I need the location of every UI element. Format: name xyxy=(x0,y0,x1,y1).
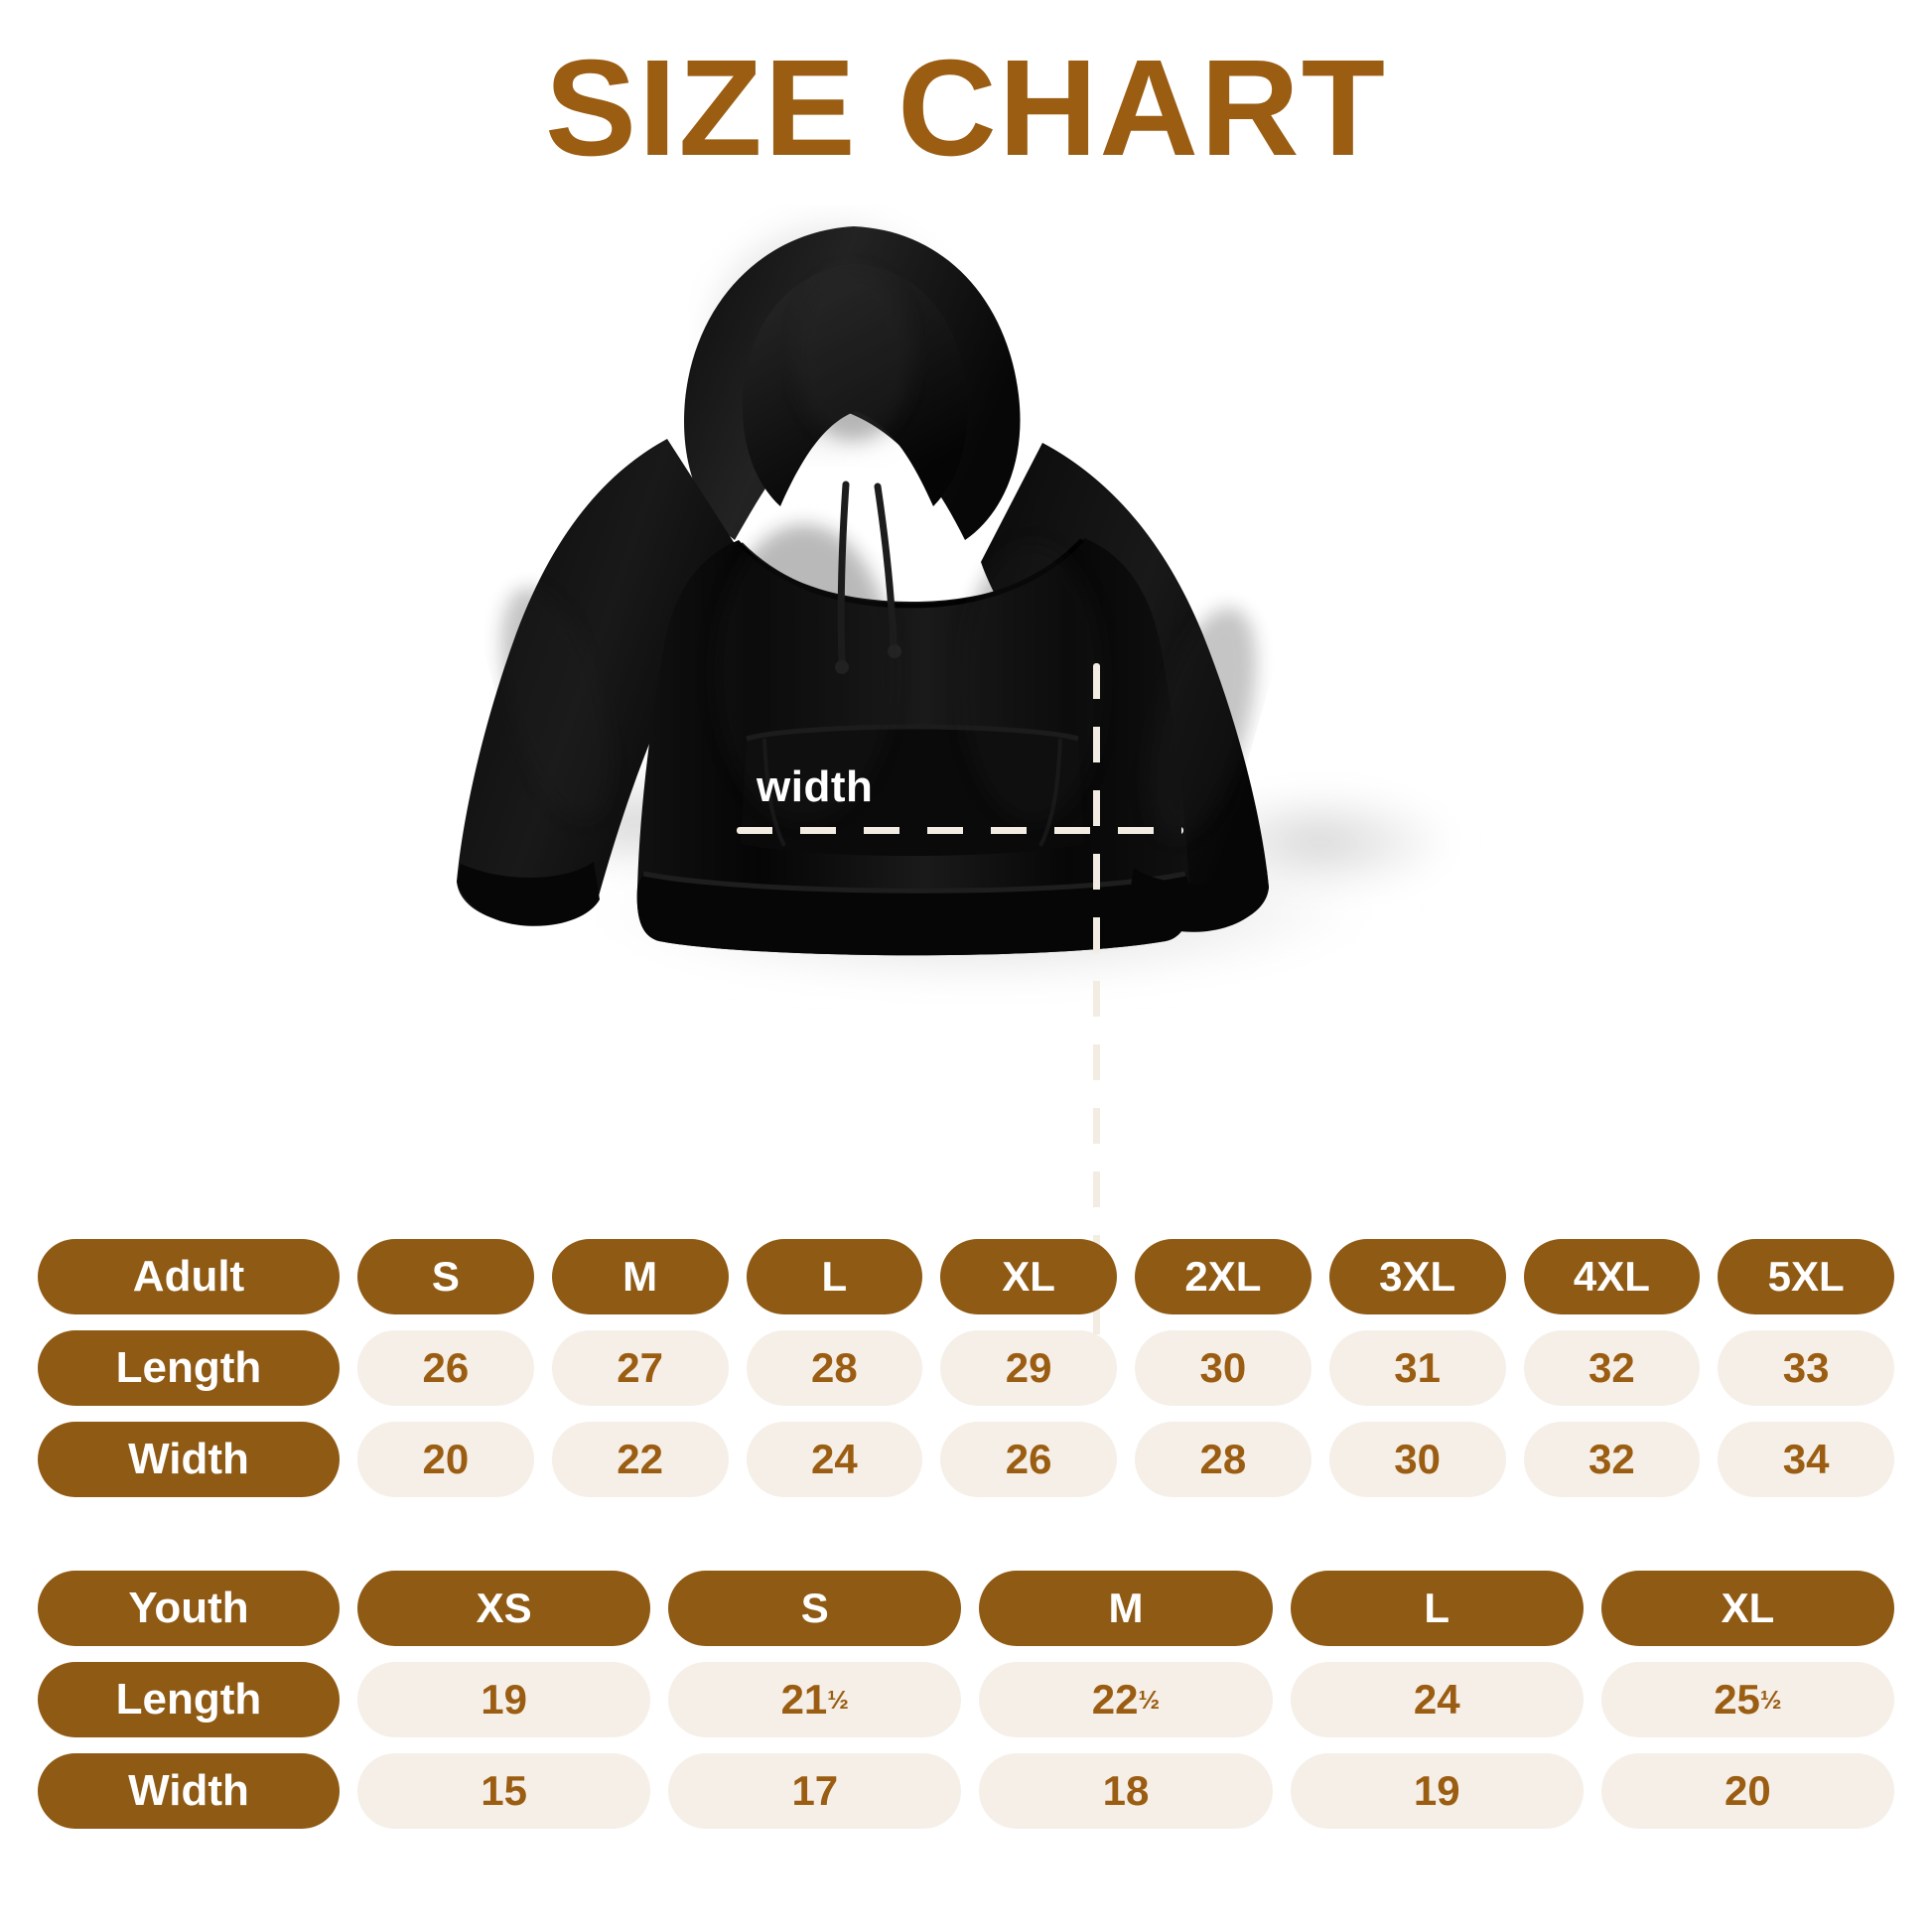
table-cell: 22 xyxy=(551,1422,729,1497)
hoodie-graphic xyxy=(457,226,1469,997)
adult-width-row: Width 20 22 24 26 28 30 32 34 xyxy=(38,1422,1894,1497)
youth-size-xs[interactable]: XS xyxy=(357,1571,651,1646)
adult-group-label: Adult xyxy=(38,1239,340,1314)
adult-size-m[interactable]: M xyxy=(551,1239,729,1314)
adult-size-l[interactable]: L xyxy=(746,1239,923,1314)
adult-size-table: Adult S M L XL 2XL 3XL 4XL 5XL Length 26… xyxy=(38,1239,1894,1497)
width-measure-label: width xyxy=(757,762,874,811)
table-cell: 24 xyxy=(746,1422,923,1497)
youth-size-s[interactable]: S xyxy=(668,1571,962,1646)
table-cell: 27 xyxy=(551,1330,729,1406)
adult-size-s[interactable]: S xyxy=(357,1239,534,1314)
adult-width-label: Width xyxy=(38,1422,340,1497)
table-cell: 19 xyxy=(1290,1753,1584,1829)
length-measure-line xyxy=(1093,663,1100,1348)
youth-length-label: Length xyxy=(38,1662,340,1737)
table-cell: 32 xyxy=(1523,1422,1701,1497)
table-cell: 22 ½ xyxy=(979,1662,1273,1737)
adult-size-xl[interactable]: XL xyxy=(940,1239,1117,1314)
youth-length-row: Length 19 21 ½ 22 ½ 24 25 ½ xyxy=(38,1662,1895,1737)
table-cell: 29 xyxy=(940,1330,1117,1406)
youth-width-row: Width 15 17 18 19 20 xyxy=(38,1753,1895,1829)
size-tables: Adult S M L XL 2XL 3XL 4XL 5XL Length 26… xyxy=(0,1239,1932,1829)
table-cell: 25 ½ xyxy=(1600,1662,1895,1737)
adult-size-4xl[interactable]: 4XL xyxy=(1523,1239,1701,1314)
youth-header-row: Youth XS S M L XL xyxy=(38,1571,1895,1646)
table-cell: 28 xyxy=(1135,1422,1311,1497)
youth-size-xl[interactable]: XL xyxy=(1600,1571,1895,1646)
table-cell: 20 xyxy=(357,1422,534,1497)
table-cell: 32 xyxy=(1523,1330,1701,1406)
adult-size-5xl[interactable]: 5XL xyxy=(1718,1239,1894,1314)
table-cell: 30 xyxy=(1135,1330,1311,1406)
table-cell: 20 xyxy=(1600,1753,1895,1829)
table-cell: 28 xyxy=(746,1330,923,1406)
table-cell: 26 xyxy=(940,1422,1117,1497)
table-cell: 15 xyxy=(357,1753,651,1829)
table-cell: 18 xyxy=(979,1753,1273,1829)
table-cell: 31 xyxy=(1328,1330,1506,1406)
table-cell: 24 xyxy=(1290,1662,1584,1737)
table-cell: 34 xyxy=(1718,1422,1894,1497)
adult-length-label: Length xyxy=(38,1330,340,1406)
youth-width-label: Width xyxy=(38,1753,340,1829)
table-cell: 17 xyxy=(668,1753,962,1829)
table-cell: 19 xyxy=(357,1662,651,1737)
youth-size-m[interactable]: M xyxy=(979,1571,1273,1646)
youth-size-l[interactable]: L xyxy=(1290,1571,1584,1646)
adult-size-3xl[interactable]: 3XL xyxy=(1328,1239,1506,1314)
hoodie-illustration: width length xyxy=(0,187,1932,1348)
adult-length-row: Length 26 27 28 29 30 31 32 33 xyxy=(38,1330,1894,1406)
adult-size-2xl[interactable]: 2XL xyxy=(1135,1239,1311,1314)
youth-group-label: Youth xyxy=(38,1571,340,1646)
width-measure-line xyxy=(737,827,1183,834)
table-cell: 33 xyxy=(1718,1330,1894,1406)
adult-header-row: Adult S M L XL 2XL 3XL 4XL 5XL xyxy=(38,1239,1894,1314)
table-cell: 21 ½ xyxy=(668,1662,962,1737)
length-measure-label: length xyxy=(1051,1120,1100,1254)
youth-size-table: Youth XS S M L XL Length 19 21 ½ 22 ½ 24 2… xyxy=(38,1571,1895,1829)
page-title: SIZE CHART xyxy=(545,32,1387,185)
table-cell: 26 xyxy=(357,1330,534,1406)
table-cell: 30 xyxy=(1328,1422,1506,1497)
